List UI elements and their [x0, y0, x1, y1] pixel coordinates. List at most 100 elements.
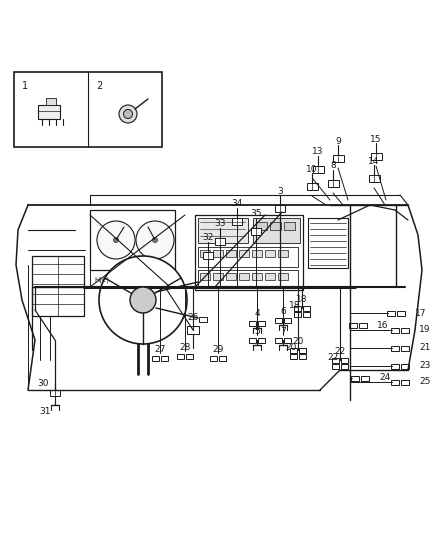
Bar [275, 205, 285, 212]
Text: 24: 24 [379, 374, 391, 383]
Text: 3: 3 [277, 187, 283, 196]
Bar [252, 273, 262, 280]
Bar [215, 238, 225, 245]
Bar [284, 337, 291, 343]
Bar [308, 218, 348, 268]
Text: 35: 35 [250, 209, 262, 219]
Ellipse shape [119, 105, 137, 123]
Bar [332, 358, 339, 362]
Bar [349, 322, 357, 327]
Bar [290, 353, 297, 359]
Bar [299, 353, 306, 359]
Text: 10: 10 [306, 165, 318, 174]
Bar [341, 364, 348, 368]
Text: 32: 32 [202, 233, 214, 243]
Bar [351, 376, 359, 381]
Bar [303, 311, 310, 317]
Text: 1: 1 [22, 81, 28, 91]
Bar [239, 273, 249, 280]
Text: 23: 23 [419, 361, 431, 370]
Bar [299, 348, 306, 352]
Bar [195, 215, 303, 290]
Bar [226, 250, 236, 257]
Text: 2: 2 [96, 81, 102, 91]
Bar [341, 358, 348, 362]
Bar [332, 155, 343, 162]
Text: 28: 28 [179, 343, 191, 351]
Bar [258, 337, 265, 343]
Text: 15: 15 [370, 134, 382, 143]
Bar [278, 250, 288, 257]
Text: 33: 33 [214, 220, 226, 229]
Text: 29: 29 [212, 344, 224, 353]
Text: 21: 21 [419, 343, 431, 352]
Bar [219, 356, 226, 360]
Text: 14: 14 [368, 157, 380, 166]
Text: 30: 30 [37, 379, 49, 389]
Bar [203, 252, 213, 259]
Bar [328, 180, 339, 187]
Bar [368, 175, 379, 182]
Bar [391, 379, 399, 384]
Bar [251, 228, 261, 235]
Bar [177, 353, 184, 359]
Bar [50, 390, 60, 396]
Bar [252, 250, 262, 257]
Text: 18: 18 [289, 301, 301, 310]
Bar [332, 364, 339, 368]
Bar [270, 222, 281, 230]
Bar [397, 311, 405, 316]
Text: H(e): H(e) [94, 277, 109, 283]
Bar [198, 218, 248, 243]
Bar [213, 273, 223, 280]
Bar [312, 166, 324, 173]
Text: 7: 7 [280, 327, 286, 335]
Bar [226, 273, 236, 280]
Bar [200, 273, 210, 280]
Circle shape [99, 256, 187, 344]
Circle shape [97, 221, 135, 259]
Bar [294, 311, 301, 317]
Bar [307, 183, 318, 190]
Text: 18: 18 [296, 295, 308, 303]
Text: 5: 5 [254, 327, 260, 335]
Circle shape [130, 287, 156, 313]
Bar [239, 250, 249, 257]
Text: 16: 16 [377, 320, 389, 329]
Bar [359, 322, 367, 327]
Text: 20: 20 [292, 336, 304, 345]
Bar [198, 270, 298, 287]
Bar [253, 218, 300, 243]
Bar [249, 320, 256, 326]
Bar [199, 317, 207, 321]
Text: 13: 13 [312, 148, 324, 157]
Bar [14, 72, 162, 147]
Text: 8: 8 [330, 161, 336, 171]
Text: 25: 25 [419, 377, 431, 386]
Bar [401, 364, 409, 368]
Bar [210, 356, 217, 360]
Bar [258, 320, 265, 326]
Text: 9: 9 [335, 136, 341, 146]
Bar [371, 153, 381, 160]
Bar [265, 250, 275, 257]
Text: 4: 4 [254, 310, 260, 319]
Bar [303, 305, 310, 311]
Bar [265, 273, 275, 280]
Text: 22: 22 [327, 353, 339, 362]
Text: 6: 6 [280, 306, 286, 316]
Text: 20: 20 [285, 343, 297, 351]
Circle shape [152, 238, 158, 243]
Bar [256, 222, 267, 230]
Bar [32, 256, 84, 316]
Bar [38, 105, 60, 119]
Text: 19: 19 [419, 326, 431, 335]
Bar [152, 356, 159, 360]
Text: 34: 34 [231, 199, 243, 208]
Bar [391, 327, 399, 333]
Bar [275, 318, 282, 322]
Circle shape [113, 238, 119, 243]
Text: 31: 31 [39, 408, 51, 416]
Bar [161, 356, 168, 360]
Bar [278, 273, 288, 280]
